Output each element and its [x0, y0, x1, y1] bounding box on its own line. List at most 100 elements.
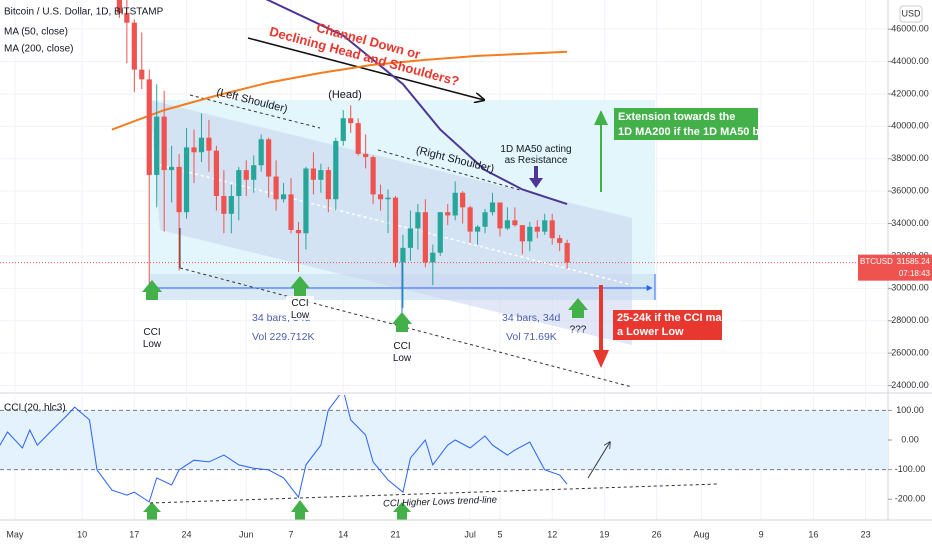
green-arrows	[142, 276, 588, 520]
ma-line	[111, 50, 568, 131]
y-tick-label: -100.00	[895, 464, 926, 474]
candle-body	[489, 202, 496, 213]
candle-body	[460, 192, 466, 208]
ma200-legend: MA (200, close)	[4, 44, 73, 55]
candle-body	[243, 170, 249, 180]
cci-trendline	[149, 483, 719, 504]
candle-body	[445, 212, 451, 216]
target-note: 25-24k if the CCI makes a Lower Low	[617, 312, 740, 338]
candle-body	[482, 212, 488, 227]
candle-body	[519, 225, 525, 242]
last-price: 31585.24	[897, 257, 931, 266]
candle-body	[288, 194, 294, 231]
x-tick-label: May	[6, 529, 24, 539]
candle-body	[213, 150, 220, 196]
candle-body	[198, 137, 205, 153]
x-tick-label: 23	[861, 529, 871, 539]
candle-body	[415, 212, 421, 229]
candle-body	[437, 212, 443, 253]
cci-title: CCI (20, hlc3)	[4, 403, 66, 414]
currency: USD	[901, 8, 921, 18]
cci-panel	[0, 395, 888, 504]
candle-body	[467, 207, 473, 232]
trend-arrow	[247, 37, 484, 100]
ma50-legend: MA (50, close)	[4, 27, 68, 38]
candle-body	[228, 196, 234, 214]
ma-line	[265, 0, 568, 206]
y-tick-label: 26000.00	[891, 347, 929, 357]
candle-body	[452, 192, 458, 216]
y-tick-label: 30000.00	[891, 283, 929, 293]
x-tick-label: 7	[289, 529, 294, 539]
y-tick-label: 36000.00	[891, 186, 929, 196]
extension-note: Extension towards the 1D MA200 if the 1D …	[618, 111, 788, 138]
cci-trendline-label: CCI Higher Lows trend-line	[383, 495, 497, 510]
price-marks	[0, 0, 888, 308]
target-box	[613, 310, 722, 340]
x-tick-label: 17	[129, 529, 139, 539]
extension-box	[614, 108, 758, 140]
currency-box[interactable]	[899, 5, 923, 23]
x-tick-label: Jul	[464, 529, 476, 539]
cci-band	[0, 410, 888, 470]
head: (Head)	[328, 89, 362, 101]
ma50-note: 1D MA50 acting as Resistance	[500, 144, 571, 166]
x-tick-label: 16	[808, 529, 818, 539]
candle-body	[430, 252, 436, 263]
vol-label: Vol 229.712K	[252, 331, 314, 343]
candle-body	[146, 79, 152, 175]
x-tick-label: 19	[599, 529, 609, 539]
down-arrow	[593, 285, 609, 368]
candle-body	[176, 166, 182, 213]
label-bg	[286, 296, 314, 320]
candle-body	[183, 147, 190, 213]
ma50-arrow	[529, 166, 543, 188]
question: ???	[570, 325, 587, 336]
candle-body	[542, 220, 548, 232]
candle-body	[534, 226, 540, 232]
candle-body	[400, 247, 406, 263]
candle-body	[169, 166, 175, 171]
x-tick-label: 12	[547, 529, 557, 539]
candle-body	[504, 220, 511, 229]
y-tick-label: 24000.00	[891, 380, 929, 390]
y-tick-label: 28000.00	[891, 315, 929, 325]
candle-body	[236, 170, 242, 196]
x-tick-label: 5	[497, 529, 502, 539]
candle-body	[280, 194, 287, 200]
candle-body	[131, 22, 137, 70]
candle-body	[549, 220, 555, 239]
candle-body	[564, 242, 570, 263]
candle-body	[474, 226, 481, 232]
y-tick-label: 46000.00	[891, 24, 929, 34]
shoulder-line	[189, 94, 321, 129]
cci-low: CCI Low	[143, 327, 162, 350]
y-tick-label: 44000.00	[891, 56, 929, 66]
y-tick-label: 40000.00	[891, 121, 929, 131]
y-tick-label: 42000.00	[891, 88, 929, 98]
up-arrow	[594, 110, 608, 192]
shoulder-line	[377, 149, 521, 191]
candle-body	[295, 230, 302, 234]
candle-body	[310, 168, 317, 180]
candle-body	[370, 157, 376, 195]
cci-plot	[0, 395, 888, 504]
candle-body	[422, 212, 428, 263]
candle-body	[557, 238, 563, 243]
candle-body	[325, 170, 331, 200]
x-tick-label: 24	[182, 529, 192, 539]
candle-body	[139, 69, 145, 80]
axes: May 10 17 24 Jun 7 14 21 Jul 5 12 19 26 Aug 9 16 23 24000…	[6, 24, 932, 539]
price-tag	[858, 254, 932, 281]
candle-body	[392, 197, 399, 263]
x-tick-label: Aug	[693, 529, 709, 539]
candle-body	[340, 118, 346, 141]
x-tick-label: 10	[77, 529, 87, 539]
candle-body	[251, 165, 257, 180]
candle-body	[191, 147, 197, 153]
candle-body	[221, 196, 227, 214]
symbol: Bitcoin / U.S. Dollar, 1D, BITSTAMP	[4, 7, 164, 18]
bars-label: 34 bars, 34d	[502, 312, 561, 324]
x-tick-label: Jun	[239, 529, 254, 539]
